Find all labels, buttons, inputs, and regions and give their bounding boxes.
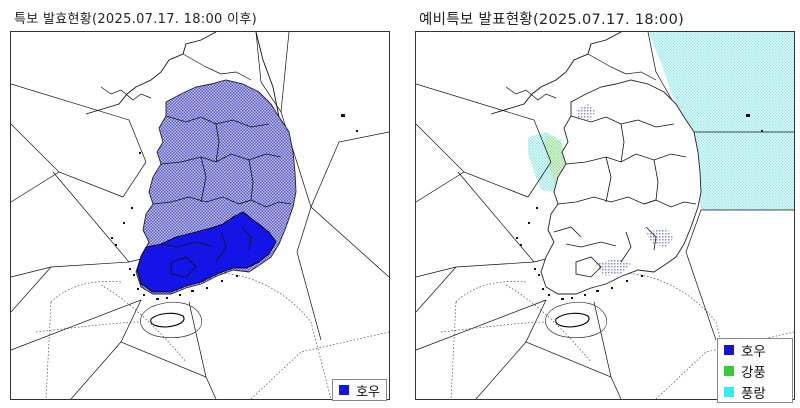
strong-wind-swatch-icon: [724, 365, 734, 376]
legend-label: 풍랑: [741, 385, 766, 402]
korea-preliminary-map: [416, 32, 794, 399]
sea-zone-dotted: [35, 272, 389, 399]
sea-zone-lines: [11, 32, 389, 399]
jeju-zone-line: [545, 301, 608, 338]
preliminary-warnings-panel: 예비특보 발표현황(2025.07.17. 18:00): [405, 0, 798, 408]
legend-item-wind-wave: 풍랑: [718, 381, 792, 402]
islands: [516, 114, 763, 300]
islands: [111, 114, 358, 300]
preliminary-warnings-title: 예비특보 발표현황(2025.07.17. 18:00): [419, 12, 685, 28]
legend-item-heavy-rain: 호우: [718, 339, 792, 360]
jeju-island: [555, 312, 590, 328]
wind-wave-swatch-icon: [724, 386, 734, 397]
legend-label: 강풍: [741, 364, 766, 381]
wind-region-west: [544, 135, 566, 184]
current-warnings-title: 특보 발효현황(2025.07.17. 18:00 이후): [14, 12, 257, 27]
legend-label: 호우: [741, 343, 766, 360]
jeju-island: [150, 312, 185, 328]
korea-warning-map: [11, 32, 389, 399]
north-coastline: [85, 32, 217, 115]
preliminary-warnings-legend: 호우 강풍 풍랑: [717, 338, 793, 403]
heavy-rain-warning-region: [136, 211, 277, 293]
legend-label: 호우: [356, 384, 380, 400]
sea-zone-dotted: [440, 272, 794, 399]
heavy-rain-pre-patch-south: [646, 228, 674, 247]
heavy-rain-pre-patch-north: [576, 104, 596, 120]
legend-item-heavy-rain: 호우: [333, 380, 386, 400]
current-warnings-panel: 특보 발효현황(2025.07.17. 18:00 이후): [0, 0, 393, 408]
sea-zone-lines: [416, 32, 794, 399]
heavy-rain-swatch-icon: [724, 344, 734, 355]
legend-item-strong-wind: 강풍: [718, 360, 792, 381]
current-warnings-map[interactable]: [10, 31, 390, 400]
heavy-rain-swatch-icon: [339, 385, 350, 395]
current-warnings-legend: 호우: [332, 379, 387, 401]
wave-region-east: [648, 32, 794, 210]
province-boundaries: [152, 115, 292, 278]
jeju-zone-line: [140, 301, 203, 338]
province-boundaries: [553, 115, 697, 278]
